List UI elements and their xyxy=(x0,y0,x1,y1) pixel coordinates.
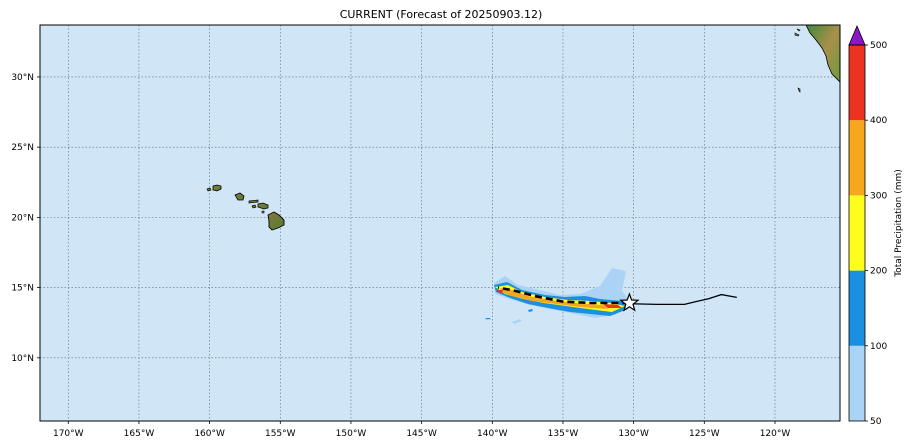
observed-track-line xyxy=(629,293,737,306)
colorbar-frame xyxy=(848,44,866,422)
lanai-island xyxy=(251,204,257,209)
colorbar-tick-label: 500 xyxy=(870,41,887,51)
lon-tick-label: 155°W xyxy=(265,429,296,439)
lon-tick-label: 160°W xyxy=(194,429,225,439)
colorbar-segment xyxy=(849,270,865,346)
gridlines xyxy=(40,25,840,421)
colorbar-extend-arrow xyxy=(848,24,866,46)
kauai-island xyxy=(212,184,222,192)
lon-tick-label: 120°W xyxy=(760,429,791,439)
colorbar-segment xyxy=(849,195,865,271)
colorbar: 50 100 200 300 400 500 xyxy=(848,24,887,427)
colorbar-label: Total Precipitation (mm) xyxy=(894,169,904,278)
lon-tick-label: 150°W xyxy=(336,429,367,439)
baja-island xyxy=(794,28,801,93)
north-america-coast xyxy=(805,25,840,83)
molokai-island xyxy=(248,199,259,204)
colorbar-segment xyxy=(849,120,865,196)
lon-tick-label: 140°W xyxy=(477,429,508,439)
colorbar-tick-label: 200 xyxy=(870,267,887,277)
star-icon xyxy=(619,292,640,312)
lat-tick-label: 15°N xyxy=(11,284,34,294)
lon-tick-label: 125°W xyxy=(689,429,720,439)
hawaii-big-island xyxy=(267,211,285,231)
lat-tick-label: 25°N xyxy=(11,143,34,153)
lon-tick-label: 170°W xyxy=(53,429,84,439)
precipitation-swath xyxy=(485,268,632,324)
colorbar-segment xyxy=(849,345,865,421)
maui-island xyxy=(257,202,269,210)
colorbar-tick-label: 50 xyxy=(870,417,882,427)
colorbar-tick-label: 100 xyxy=(870,342,887,352)
precip-100-200-patch xyxy=(486,309,533,319)
colorbar-tick-label: 400 xyxy=(870,116,887,126)
niihau-island xyxy=(206,187,212,192)
lon-tick-label: 130°W xyxy=(618,429,649,439)
forecast-track-line xyxy=(497,286,630,305)
lon-tick-label: 145°W xyxy=(406,429,437,439)
map-frame xyxy=(39,24,841,422)
lon-tick-label: 165°W xyxy=(124,429,155,439)
map-area xyxy=(40,25,840,421)
lat-tick-label: 30°N xyxy=(11,73,34,83)
lat-tick-label: 20°N xyxy=(11,213,34,223)
hawaiian-islands xyxy=(206,184,285,231)
colorbar-segment xyxy=(849,45,865,121)
precip-400-500-region xyxy=(497,290,622,308)
lon-tick-label: 135°W xyxy=(548,429,579,439)
oahu-island xyxy=(234,192,245,201)
latitude-axis: 30°N 25°N 20°N 15°N 10°N xyxy=(11,73,40,364)
kahoolawe-island xyxy=(261,210,265,214)
longitude-axis: 170°W 165°W 160°W 155°W 150°W 145°W 140°W 135°W… xyxy=(53,421,790,439)
map-title: CURRENT (Forecast of 20250903.12) xyxy=(340,8,543,21)
precip-50-100-patch xyxy=(485,318,522,324)
ocean-background xyxy=(40,25,840,421)
lat-tick-label: 10°N xyxy=(11,354,34,364)
colorbar-tick-label: 300 xyxy=(870,191,887,201)
